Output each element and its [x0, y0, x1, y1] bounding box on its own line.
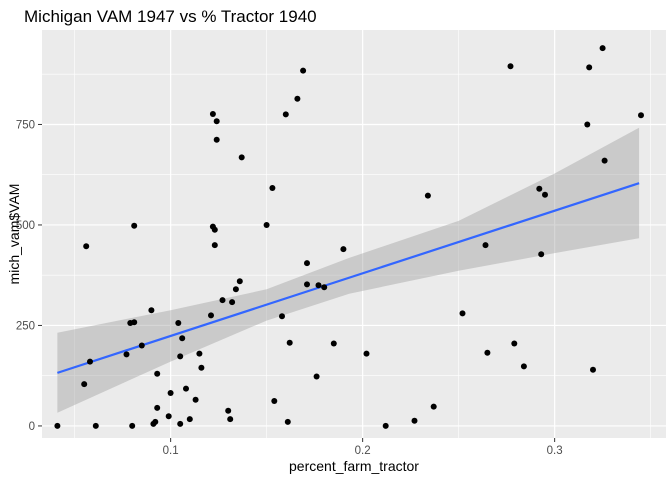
data-point [229, 299, 236, 306]
data-point [263, 222, 270, 228]
data-point [167, 390, 174, 396]
data-point [599, 45, 606, 52]
data-point [340, 246, 347, 253]
data-point [300, 67, 307, 74]
data-point [411, 417, 418, 424]
data-point [430, 403, 437, 410]
data-point [54, 422, 61, 429]
data-point [129, 422, 136, 429]
major-gridlines [42, 30, 666, 438]
y-axis-ticks: 0 250 500 750 [16, 119, 42, 433]
data-points [54, 45, 644, 429]
data-point [538, 251, 545, 258]
data-point [269, 185, 276, 191]
data-point [520, 363, 527, 370]
data-point [138, 342, 145, 349]
x-tick-label: 0.1 [163, 445, 179, 457]
data-point [208, 312, 214, 319]
data-point [225, 407, 232, 414]
data-point [304, 260, 310, 267]
y-tick-label: 0 [29, 421, 35, 433]
data-point [175, 320, 182, 326]
data-point [213, 136, 220, 143]
y-tick-label: 500 [16, 220, 35, 232]
data-point [177, 353, 184, 360]
data-point [590, 366, 596, 373]
data-point [315, 282, 322, 289]
data-point [584, 121, 591, 128]
data-point [294, 95, 301, 102]
data-point [286, 339, 293, 346]
plot-panel [42, 30, 666, 438]
data-point [192, 396, 199, 403]
data-point [87, 358, 93, 365]
data-point [179, 335, 186, 342]
y-tick-label: 750 [16, 119, 35, 131]
data-point [482, 242, 489, 249]
data-point [211, 226, 218, 233]
data-point [165, 413, 172, 420]
data-point [238, 154, 245, 161]
data-point [313, 373, 320, 380]
data-point [459, 310, 466, 317]
data-point [198, 364, 205, 371]
data-point [183, 385, 189, 392]
y-tick-label: 250 [16, 320, 35, 332]
data-point [227, 416, 234, 423]
data-point [196, 350, 203, 357]
data-point [131, 222, 138, 229]
data-point [279, 313, 285, 320]
x-axis-ticks: 0.1 0.2 0.3 [163, 438, 563, 457]
data-point [211, 242, 218, 249]
data-point [601, 157, 608, 164]
data-point [152, 418, 159, 425]
data-point [154, 370, 161, 377]
regression-line [57, 182, 640, 374]
chart-title: Michigan VAM 1947 vs % Tractor 1940 [24, 7, 317, 26]
data-point [304, 281, 310, 288]
data-point [507, 63, 514, 70]
data-point [330, 340, 337, 347]
data-point [148, 307, 155, 314]
confidence-band [57, 127, 640, 413]
data-point [232, 286, 239, 293]
data-point [131, 319, 138, 326]
data-point [542, 191, 548, 198]
data-point [284, 418, 291, 425]
x-axis-title: percent_farm_tractor [289, 458, 419, 474]
data-point [424, 192, 431, 199]
data-point [236, 278, 243, 285]
data-point [219, 297, 226, 304]
data-point [586, 64, 593, 71]
data-point [81, 381, 88, 388]
data-point [83, 243, 90, 250]
data-point [382, 422, 389, 429]
y-axis-title: mich_vam$VAM [6, 184, 22, 285]
data-point [177, 420, 184, 427]
data-point [123, 351, 130, 358]
data-point [92, 422, 99, 429]
data-point [536, 185, 543, 192]
data-point [282, 111, 289, 118]
data-point [511, 340, 518, 347]
data-point [321, 284, 328, 291]
x-tick-label: 0.2 [355, 445, 371, 457]
data-point [638, 112, 644, 119]
data-point [484, 349, 491, 356]
data-point [271, 398, 278, 404]
data-point [154, 404, 161, 411]
x-tick-label: 0.3 [547, 445, 563, 457]
data-point [213, 118, 220, 125]
data-point [363, 350, 370, 357]
data-point [186, 416, 193, 423]
data-point [209, 111, 216, 117]
